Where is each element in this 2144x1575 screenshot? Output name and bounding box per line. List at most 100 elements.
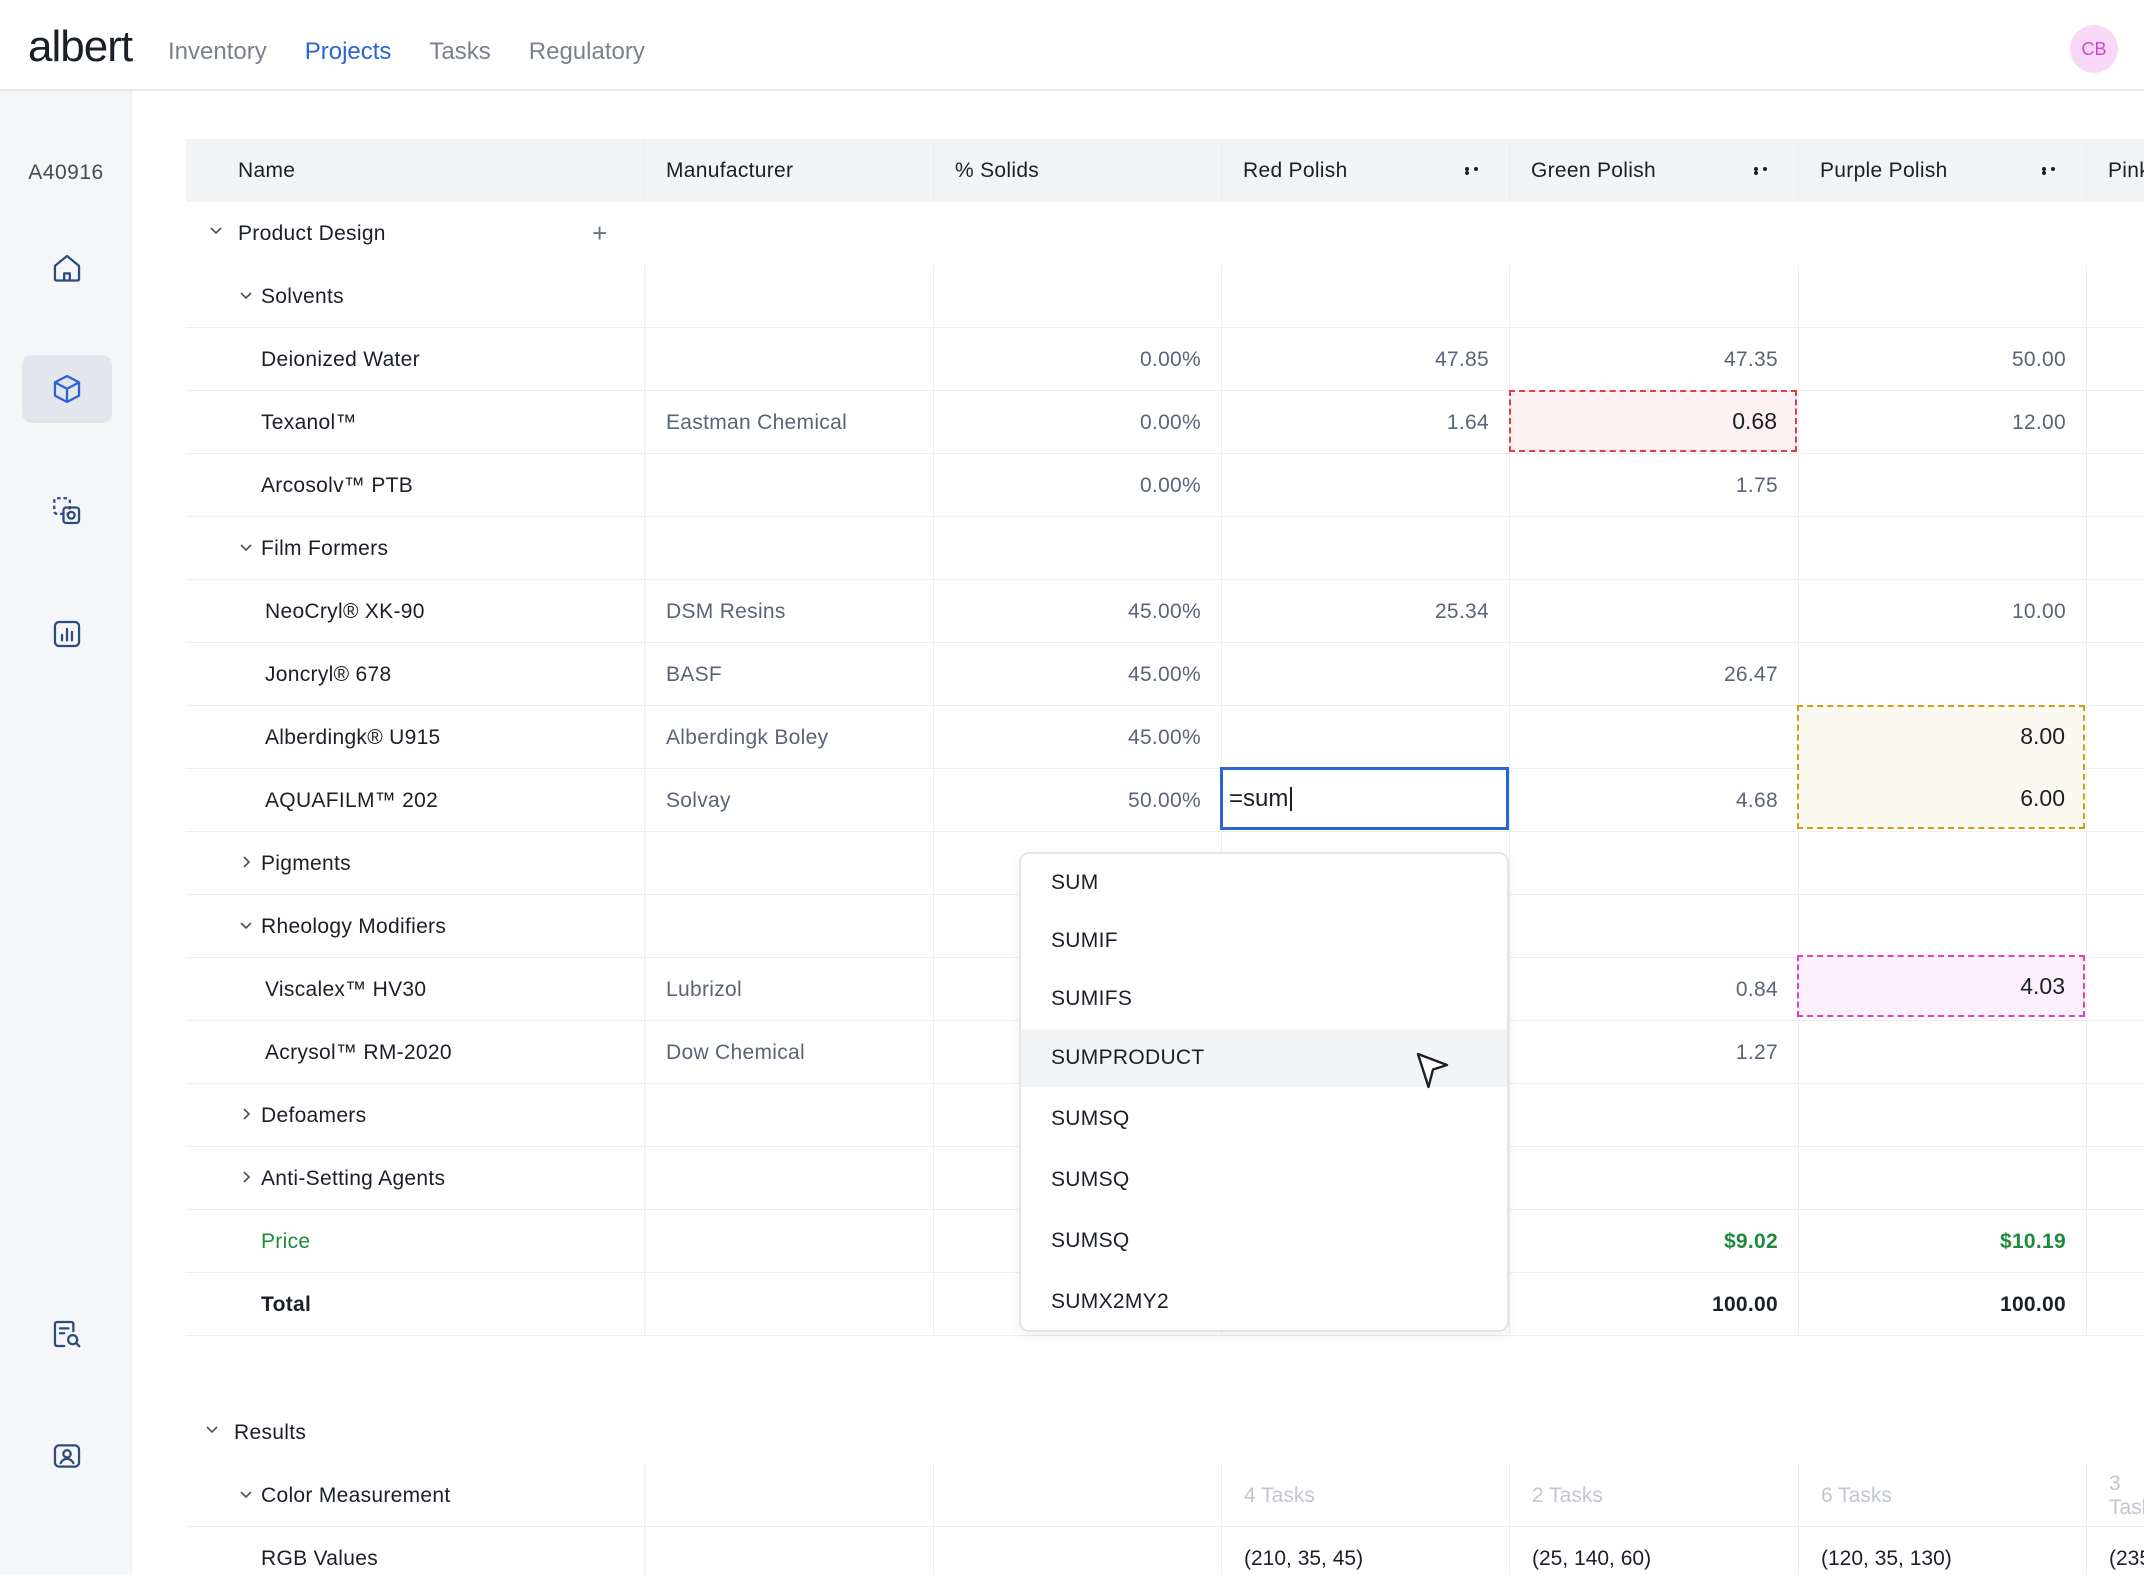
green-polish-cell[interactable]: 2 Tasks [1509, 1464, 1798, 1527]
red-polish-cell[interactable] [1221, 706, 1509, 769]
name-cell[interactable]: Anti-Setting Agents [261, 1166, 446, 1190]
solids-cell[interactable] [933, 1210, 1221, 1273]
solids-cell[interactable] [933, 265, 1221, 328]
ingredient-row[interactable]: Arcosolv™ PTB 0.00% 1.75 [186, 454, 2144, 517]
name-cell[interactable]: NeoCryl® XK-90 [265, 599, 425, 623]
green-polish-cell[interactable] [1509, 706, 1798, 769]
column-header-name[interactable]: Name [238, 158, 296, 182]
pink-cell[interactable] [2086, 265, 2144, 328]
green-polish-cell[interactable]: 100.00 [1509, 1273, 1798, 1336]
purple-polish-cell[interactable]: 12.00 [1798, 391, 2086, 454]
ingredient-row[interactable]: RGB Values (210, 35, 45) (25, 140, 60) (120… [186, 1527, 2144, 1575]
name-cell[interactable]: Total [261, 1292, 312, 1316]
pink-cell[interactable] [2086, 1021, 2144, 1084]
sidebar-inventory[interactable] [22, 355, 112, 423]
manufacturer-cell[interactable] [644, 517, 933, 580]
solids-cell[interactable]: 0.00% [933, 328, 1221, 391]
nav-inventory[interactable]: Inventory [168, 38, 267, 65]
red-polish-cell[interactable] [1221, 265, 1509, 328]
solids-cell[interactable]: 45.00% [933, 643, 1221, 706]
purple-polish-cell[interactable] [1798, 832, 2086, 895]
pink-cell[interactable] [2086, 895, 2144, 958]
autocomplete-option[interactable]: SUMIFS [1051, 987, 1133, 1010]
red-polish-cell[interactable] [1221, 517, 1509, 580]
purple-polish-cell[interactable] [1798, 1084, 2086, 1147]
sidebar-home[interactable] [22, 234, 112, 302]
ingredient-row[interactable]: AQUAFILM™ 202 Solvay 50.00% 4.68 [186, 769, 2144, 832]
purple-polish-cell[interactable] [1798, 1021, 2086, 1084]
ingredient-row[interactable]: NeoCryl® XK-90 DSM Resins 45.00% 25.34 10.00 [186, 580, 2144, 643]
solids-cell[interactable] [933, 1527, 1221, 1575]
purple-polish-cell[interactable]: (120, 35, 130) [1798, 1527, 2086, 1575]
manufacturer-cell[interactable] [644, 328, 933, 391]
pink-cell[interactable] [2086, 1147, 2144, 1210]
chevron-down-icon[interactable] [238, 287, 254, 308]
name-cell[interactable]: Alberdingk® U915 [265, 725, 441, 749]
column-header-solids[interactable]: % Solids [933, 139, 1221, 202]
red-polish-cell[interactable]: 47.85 [1221, 328, 1509, 391]
chevron-down-icon[interactable] [204, 1421, 220, 1442]
add-row-icon[interactable]: + [592, 218, 608, 248]
chevron-down-icon[interactable] [238, 917, 254, 938]
column-header-green-polish[interactable]: Green Polish [1509, 139, 1798, 202]
section-product-design[interactable]: Product Design + [186, 202, 2144, 265]
autocomplete-option[interactable]: SUMSQ [1051, 1107, 1130, 1130]
column-header-purple-polish[interactable]: Purple Polish [1798, 139, 2086, 202]
solids-cell[interactable]: 0.00% [933, 454, 1221, 517]
highlighted-cell-viscalex-purple[interactable]: 4.03 [1797, 955, 2085, 1017]
chevron-down-icon[interactable] [208, 222, 224, 243]
green-polish-cell[interactable] [1509, 1084, 1798, 1147]
autocomplete-option[interactable]: SUM [1051, 871, 1099, 894]
highlighted-cells-purple-film-formers[interactable]: 8.00 6.00 [1797, 705, 2085, 829]
nav-regulatory[interactable]: Regulatory [528, 38, 645, 65]
name-cell[interactable]: Pigments [261, 851, 351, 875]
manufacturer-cell[interactable] [644, 895, 933, 958]
autocomplete-option[interactable]: SUMSQ [1051, 1168, 1130, 1191]
highlighted-cell-texanol-green[interactable]: 0.68 [1509, 390, 1797, 452]
green-polish-cell[interactable]: 1.27 [1509, 1021, 1798, 1084]
pink-cell[interactable] [2086, 580, 2144, 643]
pink-cell[interactable] [2086, 1210, 2144, 1273]
name-cell[interactable]: Joncryl® 678 [265, 662, 392, 686]
purple-polish-cell[interactable]: $10.19 [1798, 1210, 2086, 1273]
green-polish-cell[interactable]: (25, 140, 60) [1509, 1527, 1798, 1575]
purple-polish-cell[interactable] [1798, 265, 2086, 328]
purple-polish-cell[interactable] [1798, 517, 2086, 580]
green-polish-cell[interactable]: 26.47 [1509, 643, 1798, 706]
pink-cell[interactable] [2086, 391, 2144, 454]
chevron-right-icon[interactable] [238, 854, 254, 875]
autocomplete-option[interactable]: SUMX2MY2 [1051, 1290, 1169, 1313]
manufacturer-cell[interactable]: Eastman Chemical [644, 391, 933, 454]
manufacturer-cell[interactable]: BASF [644, 643, 933, 706]
solids-cell[interactable] [933, 1147, 1221, 1210]
name-cell[interactable]: Texanol™ [261, 410, 357, 434]
nav-projects[interactable]: Projects [304, 38, 392, 65]
manufacturer-cell[interactable] [644, 1084, 933, 1147]
name-cell[interactable]: Price [261, 1229, 311, 1253]
purple-polish-cell[interactable] [1798, 454, 2086, 517]
pink-cell[interactable] [2086, 1084, 2144, 1147]
group-row[interactable]: Solvents [186, 265, 2144, 328]
sidebar-compare[interactable] [22, 477, 112, 545]
green-polish-cell[interactable]: 4.68 [1509, 769, 1798, 832]
app-logo[interactable]: albert [28, 22, 133, 71]
red-polish-cell[interactable]: 25.34 [1221, 580, 1509, 643]
formula-input-cell[interactable]: =sum [1220, 767, 1509, 830]
manufacturer-cell[interactable] [644, 1527, 933, 1575]
pink-cell[interactable] [2086, 1273, 2144, 1336]
column-header-red-polish[interactable]: Red Polish [1221, 139, 1509, 202]
solids-cell[interactable]: 45.00% [933, 706, 1221, 769]
name-cell[interactable]: Color Measurement [261, 1483, 451, 1507]
solids-cell[interactable]: 0.00% [933, 391, 1221, 454]
group-row[interactable]: Color Measurement 4 Tasks 2 Tasks 6 Tasks 3 … [186, 1464, 2144, 1527]
column-menu-icon[interactable] [2042, 167, 2064, 175]
solids-cell[interactable] [933, 517, 1221, 580]
solids-cell[interactable]: 45.00% [933, 580, 1221, 643]
sidebar-reports[interactable] [22, 600, 112, 668]
autocomplete-option[interactable]: SUMIF [1051, 929, 1118, 952]
name-cell[interactable]: Film Formers [261, 536, 389, 560]
red-polish-cell[interactable] [1221, 643, 1509, 706]
solids-cell[interactable] [933, 1464, 1221, 1527]
solids-cell[interactable] [933, 1021, 1221, 1084]
pink-cell[interactable]: (235 [2086, 1527, 2144, 1575]
